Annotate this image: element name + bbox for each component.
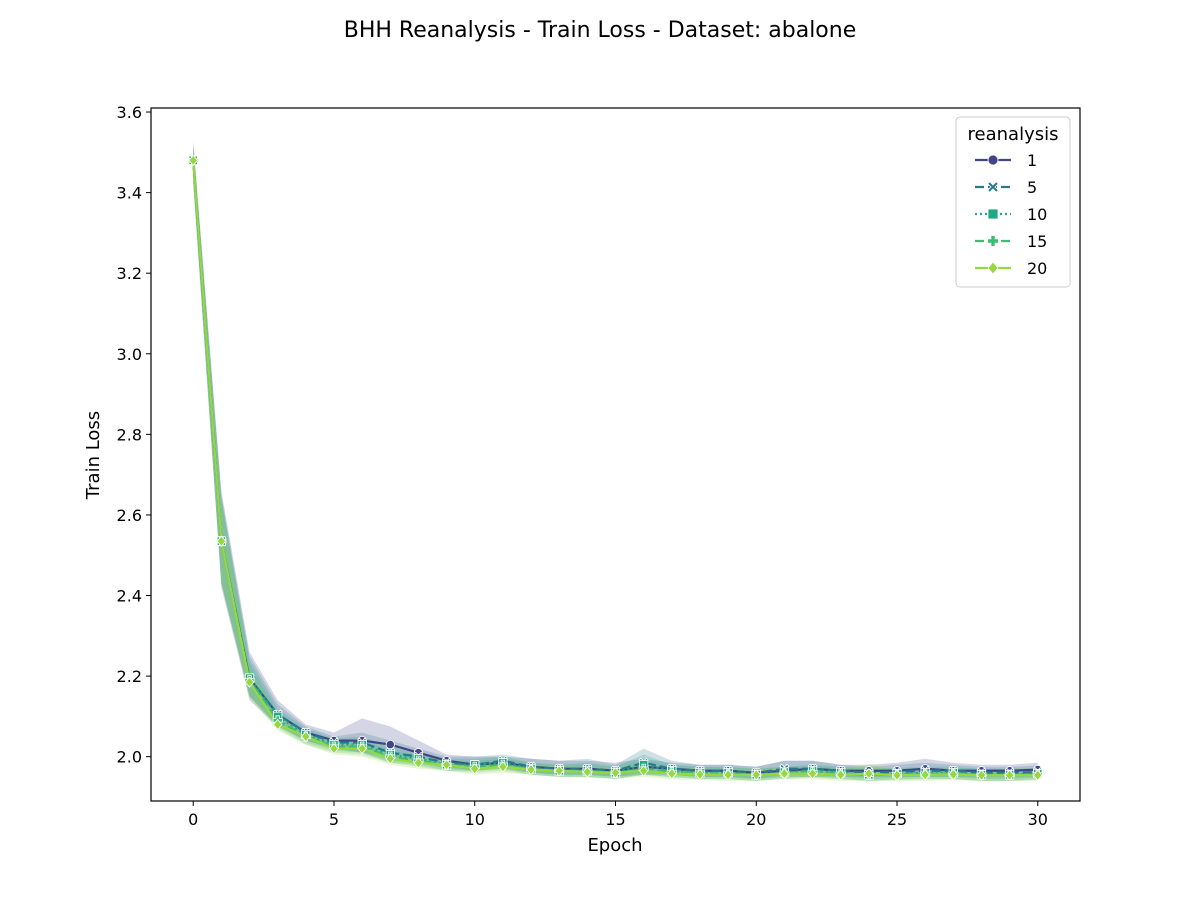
x-tick-label: 0 [188,810,198,829]
point-series-20 [272,718,283,731]
x-tick-label: 30 [1028,810,1048,829]
legend-marker-1 [987,154,999,166]
legend-label-5: 5 [1027,178,1037,197]
point-series-20 [441,759,452,771]
y-axis-label: Train Loss [83,411,104,500]
point-series-20 [1033,769,1043,781]
point-series-20 [695,768,705,781]
y-tick-label: 2.0 [117,748,142,767]
point-series-20 [357,742,367,755]
x-axis-ticks: 0 5 10 15 20 25 30 [188,801,1048,829]
y-tick-label: 2.2 [117,667,142,686]
legend-marker-20 [987,261,999,275]
legend-marker-10 [987,208,999,220]
y-tick-label: 2.4 [117,587,142,606]
point-series-20 [892,769,902,781]
point-series-20 [976,769,987,781]
y-axis-ticks: 2.0 2.2 2.4 2.6 2.8 3.0 3.2 3.4 3.6 [117,103,151,767]
point-series-20 [920,769,930,781]
point-series-20 [554,765,564,777]
point-series-20 [751,769,761,781]
chart-title: BHH Reanalysis - Train Loss - Dataset: a… [344,18,857,43]
x-tick-label: 5 [329,810,339,829]
y-tick-label: 3.6 [117,103,142,122]
point-series-20 [385,753,396,765]
point-series-20 [329,742,339,755]
legend-label-1: 1 [1027,151,1037,170]
x-tick-label: 10 [465,810,485,829]
point-series-20 [526,763,536,776]
point-series-20 [216,535,227,547]
x-tick-label: 15 [605,810,625,829]
point-series-20 [244,676,255,688]
point-series-20 [638,765,649,777]
point-series-1 [385,739,395,750]
point-series-20 [610,767,621,779]
y-tick-label: 2.6 [117,506,142,525]
point-series-20 [188,154,198,167]
legend-marker-15 [987,235,999,247]
legend-title: reanalysis [968,124,1059,145]
legend-label-10: 10 [1027,205,1047,224]
legend-label-20: 20 [1027,259,1047,278]
point-series-20 [779,767,790,780]
point-series-20 [723,769,733,781]
point-series-20 [835,769,846,781]
y-tick-label: 3.2 [117,264,142,283]
series-markers [188,154,1043,781]
point-series-20 [301,730,311,743]
point-series-20 [948,768,959,781]
point-series-20 [470,763,480,775]
point-series-20 [498,761,508,773]
x-tick-label: 20 [746,810,766,829]
point-series-20 [864,767,874,780]
x-tick-label: 25 [887,810,907,829]
point-series-20 [413,757,424,769]
point-series-20 [667,767,677,780]
legend-marker-5 [987,181,999,193]
y-tick-label: 3.4 [117,184,142,203]
point-series-20 [582,766,593,778]
x-axis-label: Epoch [587,835,642,856]
legend-label-15: 15 [1027,232,1047,251]
point-series-20 [1004,769,1015,781]
point-series-20 [807,767,818,780]
y-tick-label: 3.0 [117,345,142,364]
y-tick-label: 2.8 [117,425,142,444]
